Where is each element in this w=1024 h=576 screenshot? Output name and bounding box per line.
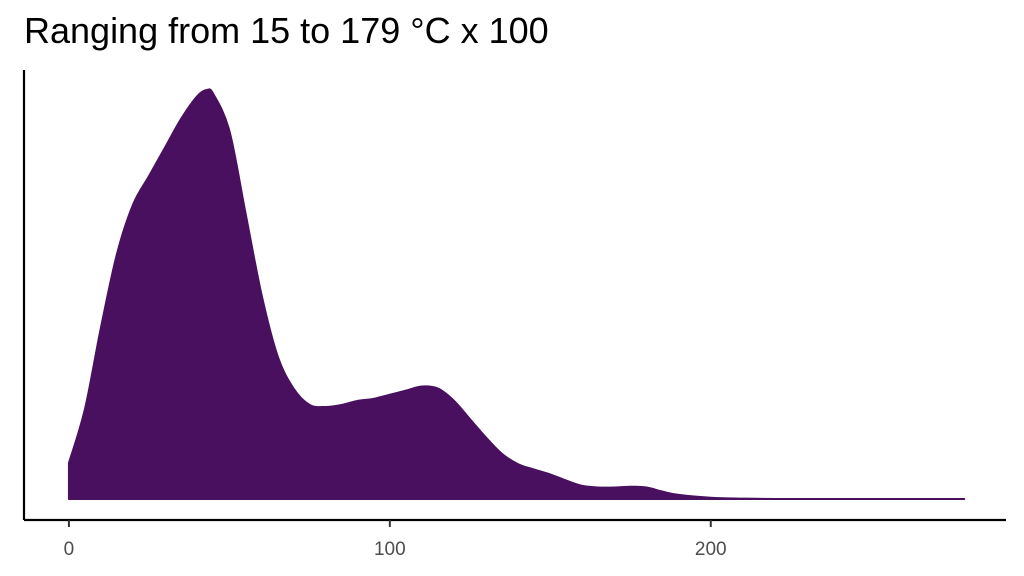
chart-title: Ranging from 15 to 179 °C x 100 — [24, 10, 549, 51]
x-tick-label: 100 — [374, 539, 406, 560]
density-area — [67, 88, 966, 501]
x-tick-label: 200 — [695, 539, 727, 560]
x-tick-label: 0 — [64, 539, 75, 560]
x-tick-layer: 0 100 200 — [64, 520, 727, 560]
density-area-layer — [67, 88, 966, 501]
